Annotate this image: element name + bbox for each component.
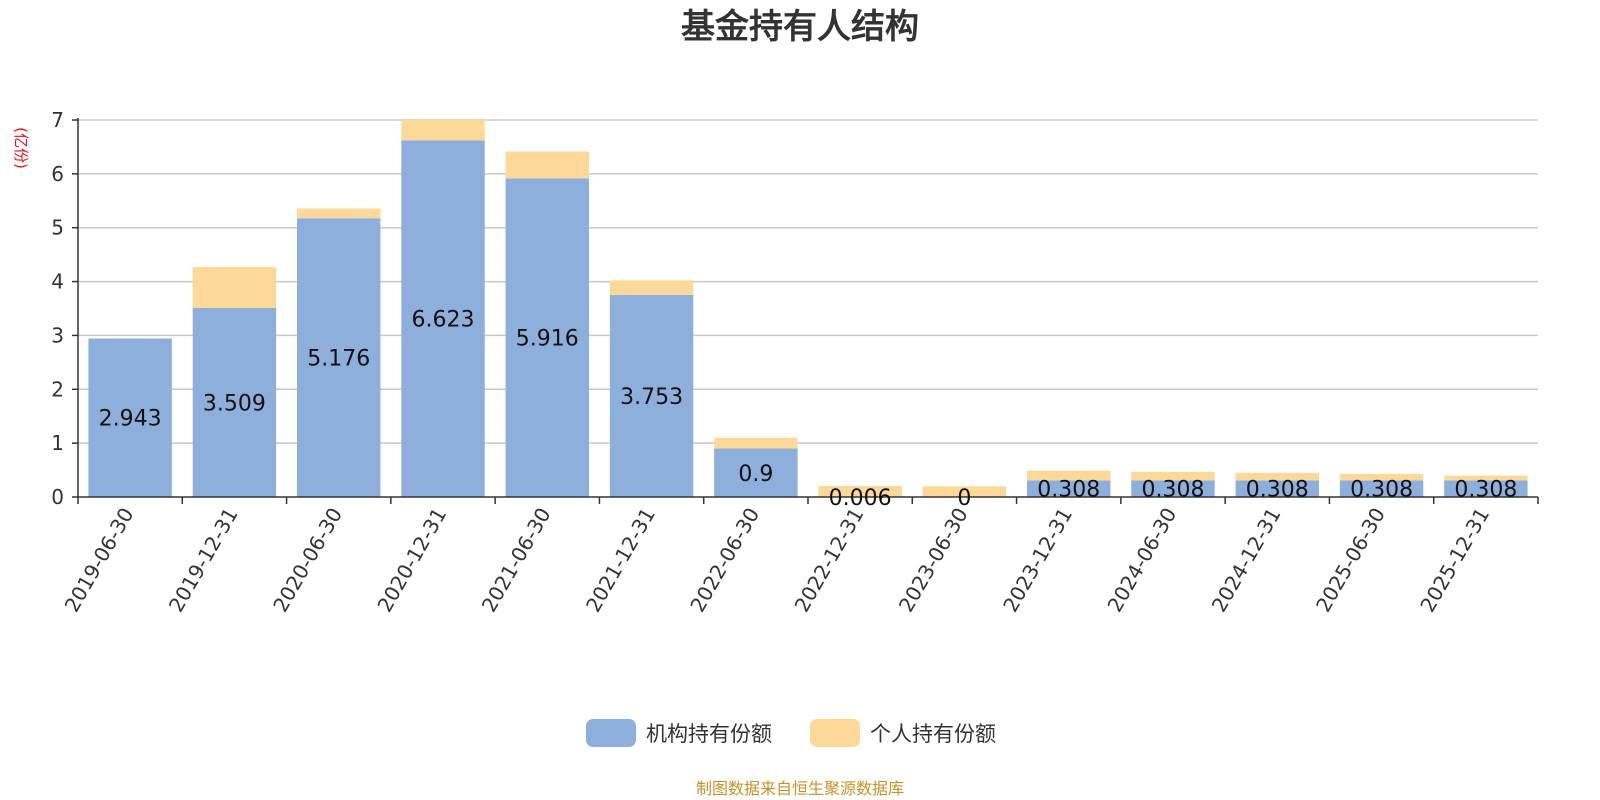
y-tick-label: 7 — [51, 108, 64, 132]
x-tick-label: 2021-12-31 — [581, 504, 660, 617]
bar-institutional — [1339, 480, 1424, 497]
bar-institutional — [401, 140, 485, 497]
bar-individual — [297, 208, 381, 219]
x-tick-label: 2020-06-30 — [268, 504, 347, 617]
y-tick-label: 0 — [51, 485, 64, 509]
data-label: 3.753 — [620, 385, 683, 410]
legend-swatch-institutional — [586, 719, 636, 747]
bar-institutional — [192, 308, 277, 497]
data-label: 0.308 — [1246, 478, 1309, 503]
legend-label-institutional: 机构持有份额 — [646, 722, 772, 746]
bar-institutional — [1131, 480, 1215, 497]
data-label: 5.176 — [307, 347, 370, 372]
data-label: 0.308 — [1037, 478, 1100, 503]
bar-institutional — [609, 294, 694, 497]
legend: 机构持有份额 个人持有份额 — [586, 719, 996, 747]
data-label: 0.9 — [738, 462, 773, 487]
x-tick-label: 2022-06-30 — [685, 504, 764, 617]
bar-institutional — [1027, 480, 1111, 497]
bar-individual — [922, 486, 1007, 497]
bar-institutional — [1444, 480, 1528, 497]
data-label: 3.509 — [203, 392, 266, 417]
bar-individual — [818, 485, 902, 497]
data-label: 6.623 — [412, 308, 475, 333]
bar-individual — [1027, 470, 1111, 481]
chart-title: 基金持有人结构 — [681, 7, 919, 47]
x-tick-label: 2021-06-30 — [477, 504, 556, 617]
y-tick-label: 2 — [51, 377, 64, 401]
x-tick-label: 2025-06-30 — [1311, 504, 1390, 617]
bar-institutional — [714, 448, 798, 497]
x-tick-label: 2023-06-30 — [894, 504, 973, 617]
y-tick-label: 5 — [51, 216, 64, 240]
bar-institutional — [88, 338, 172, 497]
bar-institutional — [505, 178, 589, 497]
x-tick-label: 2020-12-31 — [372, 504, 451, 617]
y-tick-label: 1 — [51, 431, 64, 455]
bar-individual — [1444, 475, 1528, 481]
x-tick-label: 2024-06-30 — [1102, 504, 1181, 617]
bar-individual — [505, 151, 589, 179]
x-tick-label: 2019-12-31 — [164, 504, 243, 617]
bars-layer — [88, 119, 1528, 498]
bar-individual — [1131, 471, 1215, 481]
x-tick-label: 2025-12-31 — [1415, 504, 1494, 617]
bar-individual — [192, 267, 277, 309]
bar-institutional — [1235, 480, 1319, 497]
bar-individual — [1339, 473, 1424, 481]
data-label: 0 — [957, 486, 971, 511]
data-label: 5.916 — [516, 327, 579, 352]
bar-individual — [401, 119, 485, 141]
bar-individual — [609, 280, 694, 295]
bar-institutional — [297, 218, 381, 498]
y-tick-label: 4 — [51, 270, 64, 294]
legend-swatch-individual — [810, 719, 860, 747]
x-tick-label: 2024-12-31 — [1207, 504, 1286, 617]
data-label: 0.308 — [1350, 478, 1413, 503]
data-source-note: 制图数据来自恒生聚源数据库 — [696, 779, 904, 798]
y-tick-label: 3 — [51, 323, 64, 347]
bar-individual — [1235, 472, 1319, 481]
x-tick-label: 2023-12-31 — [998, 504, 1077, 617]
data-labels-layer: 2.943 3.509 5.176 6.623 5.916 3.753 0.9 0.006 0 0… — [99, 308, 1518, 511]
y-unit-label: (亿份) — [12, 127, 30, 169]
data-label: 0.006 — [829, 486, 892, 511]
data-label: 0.308 — [1142, 478, 1205, 503]
data-label: 0.308 — [1454, 478, 1517, 503]
data-label: 2.943 — [99, 407, 162, 432]
x-tick-label: 2019-06-30 — [60, 504, 139, 617]
bar-individual — [714, 437, 798, 449]
y-tick-label: 6 — [51, 162, 64, 186]
x-tick-label: 2022-12-31 — [790, 504, 869, 617]
legend-label-individual: 个人持有份额 — [870, 722, 996, 746]
